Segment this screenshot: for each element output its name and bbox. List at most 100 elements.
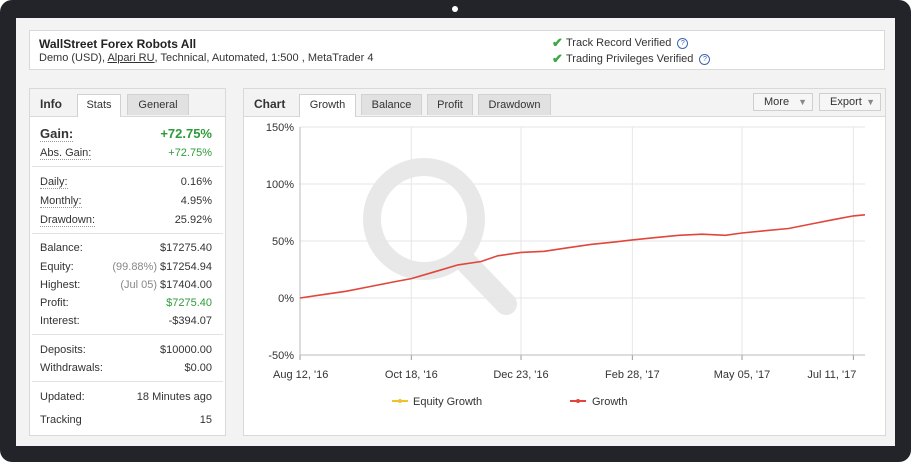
updated-value: 18 Minutes ago	[136, 391, 212, 403]
legend-equity-label: Equity Growth	[413, 396, 482, 408]
updated-row: Updated: 18 Minutes ago	[40, 391, 212, 403]
tab-general[interactable]: General	[127, 94, 189, 115]
verification-label: Trading Privileges Verified	[566, 53, 694, 65]
y-tick-label: 0%	[278, 293, 294, 305]
x-tick-label: May 05, '17	[714, 369, 771, 381]
divider	[32, 334, 223, 335]
balance-row: Balance: $17275.40	[40, 242, 212, 254]
equity-row: Equity: (99.88%) $17254.94	[40, 261, 212, 273]
interest-row: Interest: -$394.07	[40, 315, 212, 327]
deposits-label: Deposits:	[40, 344, 86, 356]
monthly-value: 4.95%	[180, 195, 212, 207]
chart-tabbar: Chart Growth Balance Profit Drawdown Mor…	[244, 89, 885, 117]
abs-gain-label: Abs. Gain:	[40, 147, 92, 160]
x-tick-label: Feb 28, '17	[605, 369, 660, 381]
legend-growth-label: Growth	[592, 396, 627, 408]
balance-label: Balance:	[40, 242, 83, 254]
help-icon[interactable]: ?	[699, 53, 711, 65]
equity-label: Equity:	[40, 261, 74, 273]
profit-row: Profit: $7275.40	[40, 297, 212, 309]
monthly-row: Monthly: 4.95%	[40, 195, 212, 208]
info-tabbar: Info Stats General	[30, 89, 225, 117]
abs-gain-row: Abs. Gain: +72.75%	[40, 147, 212, 160]
y-tick-label: 50%	[272, 236, 294, 248]
y-tick-label: 100%	[266, 179, 294, 191]
tab-profit[interactable]: Profit	[427, 94, 473, 115]
legend-equity-marker	[398, 399, 402, 403]
divider	[32, 166, 223, 167]
withdrawals-row: Withdrawals: $0.00	[40, 362, 212, 374]
deposits-row: Deposits: $10000.00	[40, 344, 212, 356]
export-dropdown[interactable]: Export ▼	[819, 93, 881, 111]
check-icon: ✔	[552, 35, 563, 50]
gain-row: Gain: +72.75%	[40, 126, 212, 142]
y-tick-label: -50%	[268, 350, 294, 362]
y-tick-label: 150%	[266, 122, 294, 134]
track-record-verified: ✔ Track Record Verified ?	[552, 35, 689, 51]
drawdown-label: Drawdown:	[40, 214, 96, 227]
tracking-label: Tracking	[40, 414, 82, 426]
chart-title: Chart	[254, 97, 286, 111]
highest-date: (Jul 05)	[120, 279, 157, 291]
deposits-value: $10000.00	[160, 344, 212, 356]
abs-gain-value: +72.75%	[168, 147, 212, 159]
legend-growth-marker	[576, 399, 580, 403]
monthly-label: Monthly:	[40, 195, 82, 208]
verification-label: Track Record Verified	[566, 37, 672, 49]
equity-value: $17254.94	[160, 261, 212, 273]
system-description: Demo (USD), Alpari RU, Technical, Automa…	[39, 52, 373, 64]
daily-value: 0.16%	[180, 176, 212, 188]
tracking-value: 15	[199, 414, 212, 426]
watermark-search-icon	[363, 158, 485, 280]
interest-value: -$394.07	[168, 315, 212, 327]
watermark-handle	[451, 247, 517, 315]
growth-series-line	[299, 214, 866, 299]
tab-balance[interactable]: Balance	[361, 94, 422, 115]
tab-drawdown[interactable]: Drawdown	[478, 94, 551, 115]
more-dropdown[interactable]: More ▼	[753, 93, 813, 111]
description-suffix: , Technical, Automated, 1:500 , MetaTrad…	[154, 52, 374, 64]
broker-link[interactable]: Alpari RU	[107, 52, 155, 64]
balance-value: $17275.40	[160, 242, 212, 254]
withdrawals-label: Withdrawals:	[40, 362, 103, 374]
description-prefix: Demo (USD),	[39, 52, 108, 64]
gain-value: +72.75%	[160, 126, 212, 141]
drawdown-value: 25.92%	[174, 214, 212, 226]
system-name: WallStreet Forex Robots All	[39, 37, 197, 51]
interest-label: Interest:	[40, 315, 80, 327]
highest-row: Highest: (Jul 05) $17404.00	[40, 279, 212, 291]
chart-panel: Chart Growth Balance Profit Drawdown Mor…	[243, 88, 886, 436]
withdrawals-value: $0.00	[184, 362, 212, 374]
export-label: Export	[830, 96, 862, 108]
help-icon[interactable]: ?	[677, 37, 689, 49]
x-tick-label: Jul 11, '17	[807, 369, 856, 381]
chevron-down-icon: ▼	[866, 97, 875, 107]
profit-label: Profit:	[40, 297, 69, 309]
system-header: WallStreet Forex Robots All Demo (USD), …	[29, 30, 885, 70]
x-tick-label: Oct 18, '16	[385, 369, 438, 381]
chevron-down-icon: ▼	[798, 97, 807, 107]
divider	[32, 233, 223, 234]
screen: WallStreet Forex Robots All Demo (USD), …	[16, 18, 895, 446]
check-icon: ✔	[552, 51, 563, 66]
updated-label: Updated:	[40, 391, 85, 403]
more-label: More	[764, 96, 790, 108]
info-panel: Info Stats General Gain: +72.75% Abs. Ga…	[29, 88, 226, 436]
tab-stats[interactable]: Stats	[77, 94, 121, 117]
profit-value: $7275.40	[166, 297, 212, 309]
gain-label: Gain:	[40, 126, 74, 142]
drawdown-row: Drawdown: 25.92%	[40, 214, 212, 227]
trading-privileges-verified: ✔ Trading Privileges Verified ?	[552, 51, 711, 67]
highest-label: Highest:	[40, 279, 81, 291]
equity-percent: (99.88%)	[112, 261, 157, 273]
highest-value: $17404.00	[160, 279, 212, 291]
daily-label: Daily:	[40, 176, 68, 189]
daily-row: Daily: 0.16%	[40, 176, 212, 189]
x-tick-label: Aug 12, '16	[273, 369, 328, 381]
growth-chart: -50% 0% 50% 100% 150% Aug 12, '16 Oct 18, '16 D…	[266, 122, 866, 408]
tracking-row: Tracking 15	[40, 414, 212, 426]
tab-growth[interactable]: Growth	[299, 94, 356, 117]
camera-dot	[452, 6, 458, 12]
info-title: Info	[40, 97, 62, 111]
